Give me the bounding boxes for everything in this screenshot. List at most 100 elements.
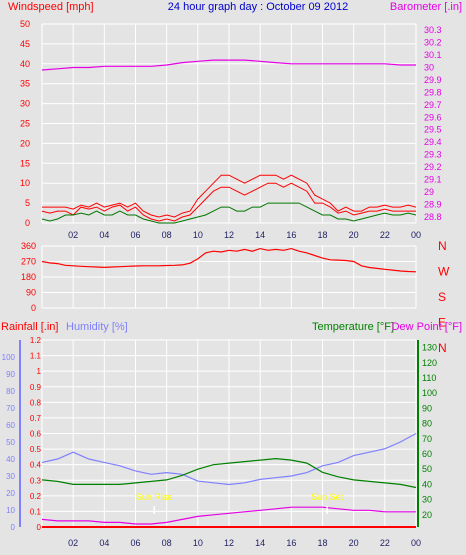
direction-tick-label: 360 bbox=[21, 241, 36, 251]
rainfall-tick-label: 0 bbox=[37, 523, 42, 532]
temperature-tick-label: 110 bbox=[422, 373, 436, 383]
wind-tick-label: 15 bbox=[20, 158, 30, 168]
wind-tick-label: 45 bbox=[20, 39, 30, 49]
rainfall-tick-label: 1.1 bbox=[30, 352, 42, 361]
x-tick-label: 06 bbox=[130, 230, 140, 240]
x-tick-label: 02 bbox=[68, 230, 78, 240]
humidity-tick-label: 80 bbox=[6, 387, 15, 396]
wind-tick-label: 30 bbox=[20, 99, 30, 109]
temperature-tick-label: 120 bbox=[422, 358, 437, 368]
temperature-tick-label: 60 bbox=[422, 449, 432, 459]
barometer-tick-label: 30.2 bbox=[424, 38, 442, 48]
wind-tick-label: 50 bbox=[20, 19, 30, 29]
direction-tick-label: 180 bbox=[21, 272, 36, 282]
sun-set-label: Sun Set bbox=[311, 492, 344, 502]
x-tick-label: 16 bbox=[286, 538, 296, 548]
humidity-tick-label: 100 bbox=[2, 353, 16, 362]
temperature-tick-label: 50 bbox=[422, 464, 432, 474]
x-tick-label: 20 bbox=[349, 230, 359, 240]
dewpoint-axis-title: Dew Point [°F] bbox=[392, 321, 462, 333]
x-tick-label: 14 bbox=[255, 538, 265, 548]
temperature-tick-label: 90 bbox=[422, 403, 432, 413]
barometer-tick-label: 29.5 bbox=[424, 125, 442, 135]
rainfall-tick-label: 0.6 bbox=[30, 430, 42, 439]
humidity-tick-label: 90 bbox=[6, 370, 15, 379]
temperature-tick-label: 30 bbox=[422, 495, 432, 505]
grid-layer bbox=[41, 23, 417, 528]
direction-tick-label: 0 bbox=[31, 303, 36, 313]
barometer-tick-label: 28.9 bbox=[424, 199, 442, 209]
rainfall-tick-label: 0.8 bbox=[30, 398, 42, 407]
sun-rise-label: Sun Rise bbox=[136, 492, 173, 502]
x-tick-label: 12 bbox=[224, 538, 234, 548]
barometer-tick-label: 29 bbox=[424, 187, 434, 197]
compass-label: N bbox=[438, 341, 447, 355]
rainfall-tick-label: 0.7 bbox=[30, 414, 42, 423]
rainfall-tick-label: 1 bbox=[37, 367, 42, 376]
wind-tick-label: 0 bbox=[25, 218, 30, 228]
humidity-axis-title: Humidity [%] bbox=[66, 321, 128, 333]
rainfall-axis-title: Rainfall [.in] bbox=[1, 321, 58, 333]
x-tick-label: 12 bbox=[224, 230, 234, 240]
temperature-axis-title: Temperature [°F] bbox=[312, 321, 394, 333]
barometer-tick-label: 28.8 bbox=[424, 212, 442, 222]
barometer-tick-label: 29.2 bbox=[424, 162, 442, 172]
x-tick-label: 10 bbox=[193, 538, 203, 548]
temperature-tick-label: 130 bbox=[422, 343, 437, 353]
wind-tick-label: 25 bbox=[20, 119, 30, 129]
x-tick-label: 02 bbox=[68, 538, 78, 548]
barometer-tick-label: 29.6 bbox=[424, 112, 442, 122]
barometer-tick-label: 29.9 bbox=[424, 75, 442, 85]
dew-point-line bbox=[41, 506, 416, 525]
x-tick-label: 16 bbox=[286, 230, 296, 240]
direction-tick-label: 90 bbox=[26, 288, 36, 298]
direction-tick-label: 270 bbox=[21, 257, 36, 267]
barometer-line bbox=[41, 59, 416, 71]
humidity-tick-label: 20 bbox=[6, 489, 15, 498]
wind-tick-label: 10 bbox=[20, 178, 30, 188]
humidity-tick-label: 40 bbox=[6, 455, 15, 464]
humidity-tick-label: 0 bbox=[11, 523, 16, 532]
text-layer: Windspeed [mph] 24 hour graph day : Octo… bbox=[1, 1, 462, 333]
wind-tick-label: 35 bbox=[20, 79, 30, 89]
barometer-tick-label: 30 bbox=[424, 63, 434, 73]
compass-label: E bbox=[438, 316, 446, 330]
x-tick-label: 04 bbox=[99, 538, 109, 548]
barometer-tick-label: 30.1 bbox=[424, 50, 442, 60]
wind-direction-line bbox=[41, 247, 417, 273]
x-tick-label: 10 bbox=[193, 230, 203, 240]
chart-title: 24 hour graph day : October 09 2012 bbox=[168, 1, 348, 13]
x-tick-label: 04 bbox=[99, 230, 109, 240]
x-tick-label: 08 bbox=[162, 538, 172, 548]
rainfall-tick-label: 0.1 bbox=[30, 507, 42, 516]
axes-layer: 0510152025303540455028.828.92929.129.229… bbox=[2, 19, 450, 548]
temperature-line bbox=[41, 457, 417, 489]
barometer-tick-label: 29.8 bbox=[424, 87, 442, 97]
humidity-tick-label: 10 bbox=[6, 506, 15, 515]
rainfall-tick-label: 0.4 bbox=[30, 461, 42, 470]
x-tick-label: 22 bbox=[380, 230, 390, 240]
wind-axis-title: Windspeed [mph] bbox=[8, 1, 94, 13]
rainfall-tick-label: 0.5 bbox=[30, 445, 42, 454]
temperature-tick-label: 70 bbox=[422, 434, 432, 444]
x-tick-label: 20 bbox=[349, 538, 359, 548]
barometer-tick-label: 30.3 bbox=[424, 25, 442, 35]
rainfall-tick-label: 0.3 bbox=[30, 476, 42, 485]
temperature-tick-label: 80 bbox=[422, 419, 432, 429]
barometer-tick-label: 29.1 bbox=[424, 174, 442, 184]
temperature-tick-label: 20 bbox=[422, 510, 432, 520]
x-tick-label: 00 bbox=[411, 538, 421, 548]
barometer-tick-label: 29.4 bbox=[424, 137, 442, 147]
humidity-line bbox=[41, 432, 417, 486]
compass-label: W bbox=[438, 265, 450, 279]
barometer-axis-title: Barometer [.in] bbox=[390, 1, 462, 13]
x-tick-label: 22 bbox=[380, 538, 390, 548]
x-tick-label: 06 bbox=[130, 538, 140, 548]
rainfall-tick-label: 0.2 bbox=[30, 492, 42, 501]
wind-gust-line bbox=[42, 174, 417, 218]
x-tick-label: 14 bbox=[255, 230, 265, 240]
x-tick-label: 18 bbox=[317, 230, 327, 240]
humidity-tick-label: 60 bbox=[6, 421, 15, 430]
